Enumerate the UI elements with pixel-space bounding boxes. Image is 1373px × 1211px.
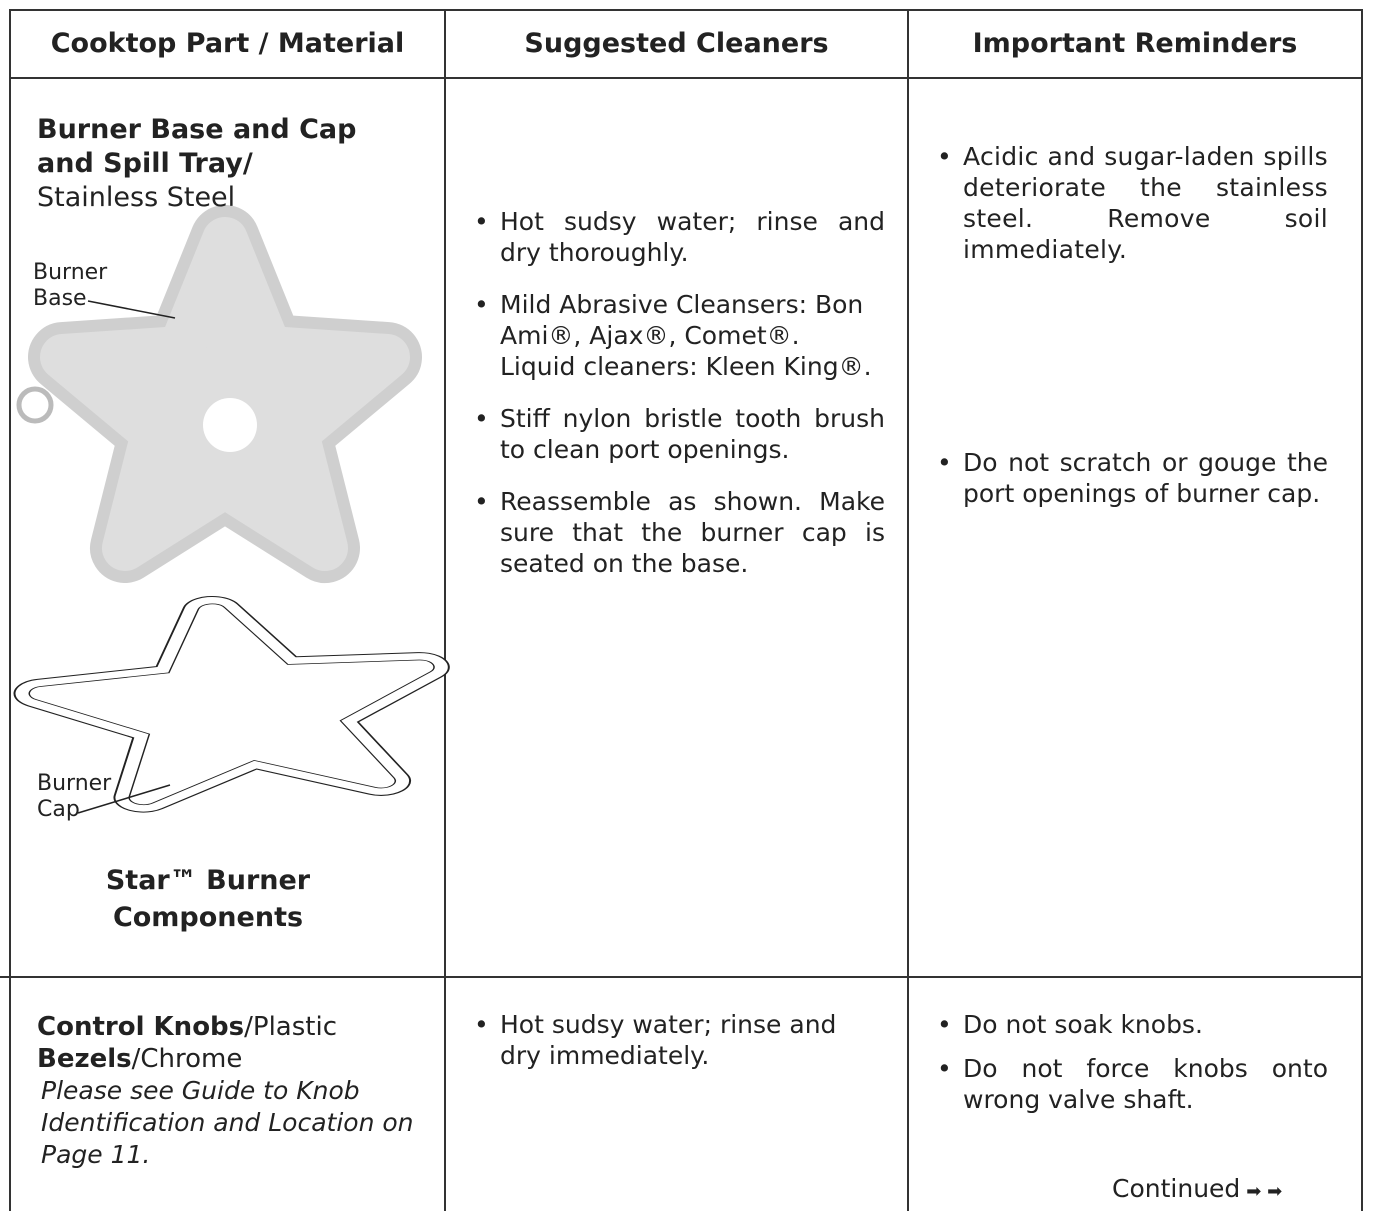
- header-cell: Suggested Cleaners: [524, 28, 829, 59]
- part-note: Please see Guide to Knob Identification …: [41, 1076, 414, 1169]
- header-cell: Cooktop Part / Material: [50, 28, 405, 59]
- continued: Continued ➡ ➡: [1112, 1173, 1282, 1207]
- part-cell: Burner Base and Cap and Spill Tray/ Stai…: [37, 113, 367, 215]
- figure-label: Burner Cap: [37, 771, 112, 822]
- continued-text: Continued: [1112, 1174, 1241, 1203]
- reminders-list: Do not soak knobs. Do not force knobs on…: [933, 1009, 1328, 1115]
- bullet: Do not force knobs onto wrong valve shaf…: [933, 1053, 1328, 1115]
- figure-label: Burner Base: [33, 260, 108, 311]
- burner-cap-figure: [13, 595, 450, 813]
- part-item: Bezels/Chrome: [37, 1043, 427, 1075]
- part-cell: Control Knobs/Plastic Bezels/Chrome Plea…: [37, 1011, 427, 1171]
- part-material: Stainless Steel: [37, 182, 236, 213]
- text: Liquid cleaners: Kleen King®.: [500, 352, 872, 381]
- part-name: Bezels: [37, 1044, 132, 1074]
- part-name: Control Knobs: [37, 1012, 245, 1042]
- bullet: Acidic and sugar-laden spills deteriorat…: [933, 141, 1328, 265]
- bullet: Hot sudsy water; rinse and dry immediate…: [470, 1009, 885, 1071]
- reminders-list: Acidic and sugar-laden spills deteriorat…: [933, 141, 1328, 509]
- part-material: /Chrome: [131, 1044, 243, 1074]
- part-name: Burner Base and Cap and Spill Tray/: [37, 114, 357, 179]
- text: Mild Abrasive Cleansers: Bon Ami®, Ajax®…: [500, 290, 864, 350]
- bullet: Hot sudsy water; rinse and dry thoroughl…: [470, 206, 885, 268]
- part-item: Control Knobs/Plastic: [37, 1011, 427, 1043]
- burner-base-figure: [16, 205, 422, 583]
- figure-caption: Star™ Burner Components: [105, 865, 311, 933]
- bullet: Stiff nylon bristle tooth brush to clean…: [470, 403, 885, 465]
- header-cell: Important Reminders: [972, 28, 1298, 59]
- bullet: Reassemble as shown. Make sure that the …: [470, 486, 885, 579]
- bullet: Mild Abrasive Cleansers: Bon Ami®, Ajax®…: [470, 289, 885, 382]
- part-material: /Plastic: [244, 1012, 337, 1042]
- cleaners-list: Hot sudsy water; rinse and dry immediate…: [470, 1009, 885, 1071]
- bullet: Do not scratch or gouge the port opening…: [933, 447, 1328, 509]
- bullet: Do not soak knobs.: [933, 1009, 1328, 1040]
- arrow-icon: ➡ ➡: [1246, 1181, 1283, 1202]
- cleaners-list: Hot sudsy water; rinse and dry thoroughl…: [470, 206, 885, 579]
